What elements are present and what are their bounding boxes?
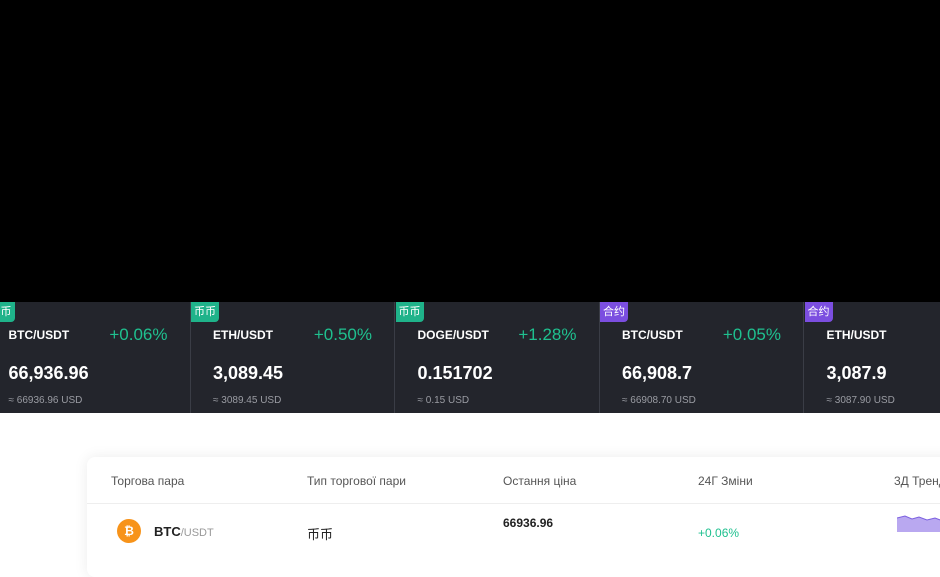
column-header: 3Д Тренд [894, 474, 940, 488]
row-pair[interactable]: BTC/USDT [154, 524, 214, 539]
market-tag: 合约 [805, 302, 833, 322]
price-change: +0.50% [314, 325, 372, 345]
usd-value: ≈ 0.15 USD [418, 395, 470, 406]
divider [87, 503, 940, 504]
last-price: 0.151702 [418, 363, 493, 384]
video-area [0, 0, 940, 302]
last-price: 66,908.7 [622, 363, 692, 384]
ticker-card[interactable]: 币币 BTC/USDT +0.06% 66,936.96 ≈ 66936.96 USD [0, 302, 191, 413]
btc-icon: ₿ [116, 518, 142, 544]
row-change: +0.06% [698, 526, 739, 540]
price-change: +0.05% [723, 325, 781, 345]
column-header: Остання ціна [503, 474, 576, 488]
market-table: Торгова пара Тип торгової пари Остання ц… [87, 457, 940, 577]
ticker-card[interactable]: 币币 DOGE/USDT +1.28% 0.151702 ≈ 0.15 USD [396, 302, 600, 413]
page: {"tickers": [ {"tag": "币币", "pair": "BTC… [0, 0, 940, 530]
quote: /USDT [181, 527, 214, 539]
price-change: +0.06% [109, 325, 167, 345]
base: BTC [154, 524, 181, 539]
last-price: 3,089.45 [213, 363, 283, 384]
market-tag: 币币 [191, 302, 219, 322]
row-price: 66936.96 [503, 516, 553, 530]
ticker-card[interactable]: 合约 BTC/USDT +0.05% 66,908.7 ≈ 66908.70 USD [600, 302, 804, 413]
usd-value: ≈ 3089.45 USD [213, 395, 281, 406]
pair-name: ETH/USDT [213, 328, 273, 342]
market-tag: 合约 [600, 302, 628, 322]
pair-name: DOGE/USDT [418, 328, 489, 342]
svg-text:₿: ₿ [124, 524, 134, 538]
ticker-strip: 币币BTC/USDT+0.06%66,936.96≈ 66936.96 USD币… [0, 302, 940, 413]
market-tag: 币币 [0, 302, 15, 322]
usd-value: ≈ 3087.90 USD [827, 395, 895, 406]
usd-value: ≈ 66908.70 USD [622, 395, 696, 406]
last-price: 66,936.96 [9, 363, 89, 384]
market-tag: 币币 [396, 302, 424, 322]
usd-value: ≈ 66936.96 USD [9, 395, 83, 406]
pair-name: BTC/USDT [622, 328, 683, 342]
column-header: Тип торгової пари [307, 474, 406, 488]
pair-name: ETH/USDT [827, 328, 887, 342]
last-price: 3,087.9 [827, 363, 887, 384]
row-type: 币币 [307, 524, 333, 543]
column-header: Торгова пара [111, 474, 184, 488]
price-change: +1.28% [518, 325, 576, 345]
ticker-card[interactable]: 币币 ETH/USDT +0.50% 3,089.45 ≈ 3089.45 USD [191, 302, 395, 413]
pair-name: BTC/USDT [9, 328, 70, 342]
column-header: 24Г Зміни [698, 474, 753, 488]
sparkline [897, 512, 940, 532]
